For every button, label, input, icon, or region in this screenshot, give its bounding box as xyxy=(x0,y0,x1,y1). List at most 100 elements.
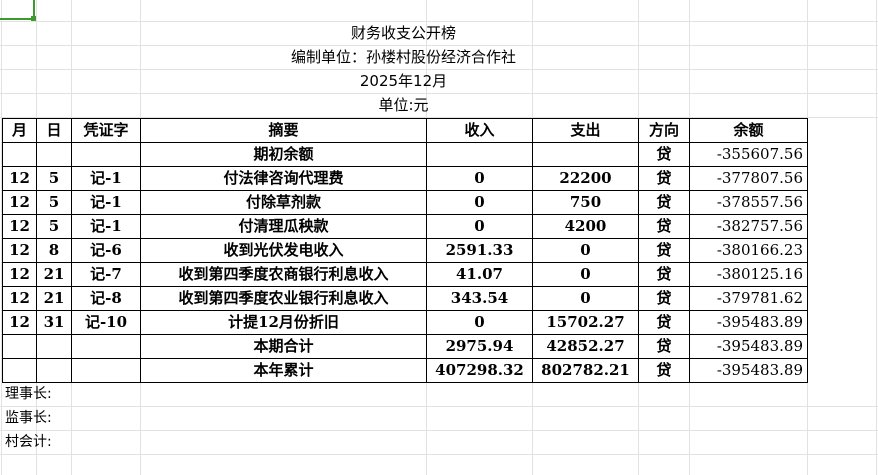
cell-balance[interactable]: -395483.89 xyxy=(689,358,808,383)
cell-expense[interactable]: 15702.27 xyxy=(532,310,639,335)
cell-month[interactable]: 12 xyxy=(2,166,37,191)
cell-income[interactable] xyxy=(426,142,533,167)
cell-day[interactable]: 8 xyxy=(36,238,72,263)
cell-summary[interactable]: 收到光伏发电收入 xyxy=(140,238,427,263)
cell-expense[interactable] xyxy=(532,142,639,167)
cell-income[interactable]: 0 xyxy=(426,166,533,191)
cell-day[interactable]: 21 xyxy=(36,286,72,311)
cell-direction[interactable]: 贷 xyxy=(638,310,690,335)
cell-expense[interactable]: 0 xyxy=(532,262,639,287)
cell-income[interactable]: 收入 xyxy=(426,118,533,143)
cell-income[interactable]: 2591.33 xyxy=(426,238,533,263)
table-row: 12 5 记-1 付法律咨询代理费 0 22200 贷 -377807.56 xyxy=(2,166,808,191)
cell-direction[interactable]: 贷 xyxy=(638,262,690,287)
cell-direction[interactable]: 贷 xyxy=(638,166,690,191)
cell-voucher[interactable]: 记-1 xyxy=(71,214,141,239)
cell-month[interactable] xyxy=(2,358,37,383)
cell-voucher[interactable]: 凭证字 xyxy=(71,118,141,143)
cell-expense[interactable]: 42852.27 xyxy=(532,334,639,359)
cell-income[interactable]: 407298.32 xyxy=(426,358,533,383)
cell-summary[interactable]: 期初余额 xyxy=(140,142,427,167)
cell-direction[interactable]: 方向 xyxy=(638,118,690,143)
cell-expense[interactable]: 0 xyxy=(532,238,639,263)
cell-expense[interactable]: 支出 xyxy=(532,118,639,143)
cell-summary[interactable]: 付除草剂款 xyxy=(140,190,427,215)
cell-summary[interactable]: 收到第四季度农商银行利息收入 xyxy=(140,262,427,287)
cell-summary[interactable]: 付法律咨询代理费 xyxy=(140,166,427,191)
selected-cell[interactable] xyxy=(0,0,36,21)
cell-voucher[interactable]: 记-6 xyxy=(71,238,141,263)
cell-balance[interactable]: -379781.62 xyxy=(689,286,808,311)
org-line: 编制单位：孙楼村股份经济合作社 xyxy=(290,48,516,66)
cell-voucher[interactable] xyxy=(71,334,141,359)
cell-income[interactable]: 343.54 xyxy=(426,286,533,311)
cell-expense[interactable]: 750 xyxy=(532,190,639,215)
table-row: 12 5 记-1 付清理瓜秧款 0 4200 贷 -382757.56 xyxy=(2,214,808,239)
cell-month[interactable]: 12 xyxy=(2,310,37,335)
ledger-table: 月日凭证字 摘要 收入 支出 方向 余额 期初余额贷 -355607.56 12 5 记-1 付法律咨… xyxy=(2,118,808,383)
signature-supervisor: 监事长: xyxy=(5,410,52,426)
cell-income[interactable]: 0 xyxy=(426,190,533,215)
cell-voucher[interactable]: 记-1 xyxy=(71,190,141,215)
cell-direction[interactable]: 贷 xyxy=(638,286,690,311)
cell-voucher[interactable]: 记-1 xyxy=(71,166,141,191)
cell-expense[interactable]: 22200 xyxy=(532,166,639,191)
table-row: 12 21 记-7 收到第四季度农商银行利息收入 41.07 0 贷 -380125.16 xyxy=(2,262,808,287)
cell-balance[interactable]: -380166.23 xyxy=(689,238,808,263)
cell-expense[interactable]: 0 xyxy=(532,286,639,311)
cell-balance[interactable]: -377807.56 xyxy=(689,166,808,191)
cell-direction[interactable]: 贷 xyxy=(638,190,690,215)
cell-balance[interactable]: 余额 xyxy=(689,118,808,143)
cell-day[interactable] xyxy=(36,142,72,167)
cell-day[interactable]: 21 xyxy=(36,262,72,287)
cell-balance[interactable]: -355607.56 xyxy=(689,142,808,167)
cell-voucher[interactable] xyxy=(71,142,141,167)
cell-month[interactable]: 12 xyxy=(2,262,37,287)
cell-summary[interactable]: 本年累计 xyxy=(140,358,427,383)
cell-summary[interactable]: 本期合计 xyxy=(140,334,427,359)
cell-balance[interactable]: -380125.16 xyxy=(689,262,808,287)
cell-direction[interactable]: 贷 xyxy=(638,238,690,263)
cell-day[interactable] xyxy=(36,334,72,359)
cell-month[interactable] xyxy=(2,334,37,359)
cell-month[interactable]: 12 xyxy=(2,190,37,215)
table-row: 12 21 记-8 收到第四季度农业银行利息收入 343.54 0 贷 -379781.62 xyxy=(2,286,808,311)
cell-voucher[interactable]: 记-8 xyxy=(71,286,141,311)
cell-income[interactable]: 0 xyxy=(426,214,533,239)
cell-month[interactable]: 12 xyxy=(2,238,37,263)
cell-income[interactable]: 0 xyxy=(426,310,533,335)
cell-direction[interactable]: 贷 xyxy=(638,358,690,383)
sheet-title: 财务收支公开榜 xyxy=(350,24,456,42)
cell-balance[interactable]: -395483.89 xyxy=(689,334,808,359)
cell-voucher[interactable]: 记-10 xyxy=(71,310,141,335)
table-row: 期初余额 贷 -355607.56 xyxy=(2,142,808,167)
cell-day[interactable]: 日 xyxy=(36,118,72,143)
cell-summary[interactable]: 计提12月份折旧 xyxy=(140,310,427,335)
cell-direction[interactable]: 贷 xyxy=(638,334,690,359)
cell-month[interactable]: 12 xyxy=(2,214,37,239)
unit-line: 单位:元 xyxy=(378,96,429,114)
cell-month[interactable]: 12 xyxy=(2,286,37,311)
cell-day[interactable]: 5 xyxy=(36,166,72,191)
cell-day[interactable] xyxy=(36,358,72,383)
cell-expense[interactable]: 802782.21 xyxy=(532,358,639,383)
cell-day[interactable]: 5 xyxy=(36,190,72,215)
cell-balance[interactable]: -378557.56 xyxy=(689,190,808,215)
cell-voucher[interactable]: 记-7 xyxy=(71,262,141,287)
cell-balance[interactable]: -382757.56 xyxy=(689,214,808,239)
cell-summary[interactable]: 摘要 xyxy=(140,118,427,143)
cell-month[interactable] xyxy=(2,142,37,167)
cell-direction[interactable]: 贷 xyxy=(638,214,690,239)
cell-day[interactable]: 5 xyxy=(36,214,72,239)
table-row: 12 31 记-10 计提12月份折旧 0 15702.27 贷 -395483.89 xyxy=(2,310,808,335)
cell-day[interactable]: 31 xyxy=(36,310,72,335)
cell-income[interactable]: 41.07 xyxy=(426,262,533,287)
cell-voucher[interactable] xyxy=(71,358,141,383)
cell-month[interactable]: 月 xyxy=(2,118,37,143)
cell-income[interactable]: 2975.94 xyxy=(426,334,533,359)
cell-direction[interactable]: 贷 xyxy=(638,142,690,167)
cell-expense[interactable]: 4200 xyxy=(532,214,639,239)
cell-balance[interactable]: -395483.89 xyxy=(689,310,808,335)
cell-summary[interactable]: 收到第四季度农业银行利息收入 xyxy=(140,286,427,311)
cell-summary[interactable]: 付清理瓜秧款 xyxy=(140,214,427,239)
